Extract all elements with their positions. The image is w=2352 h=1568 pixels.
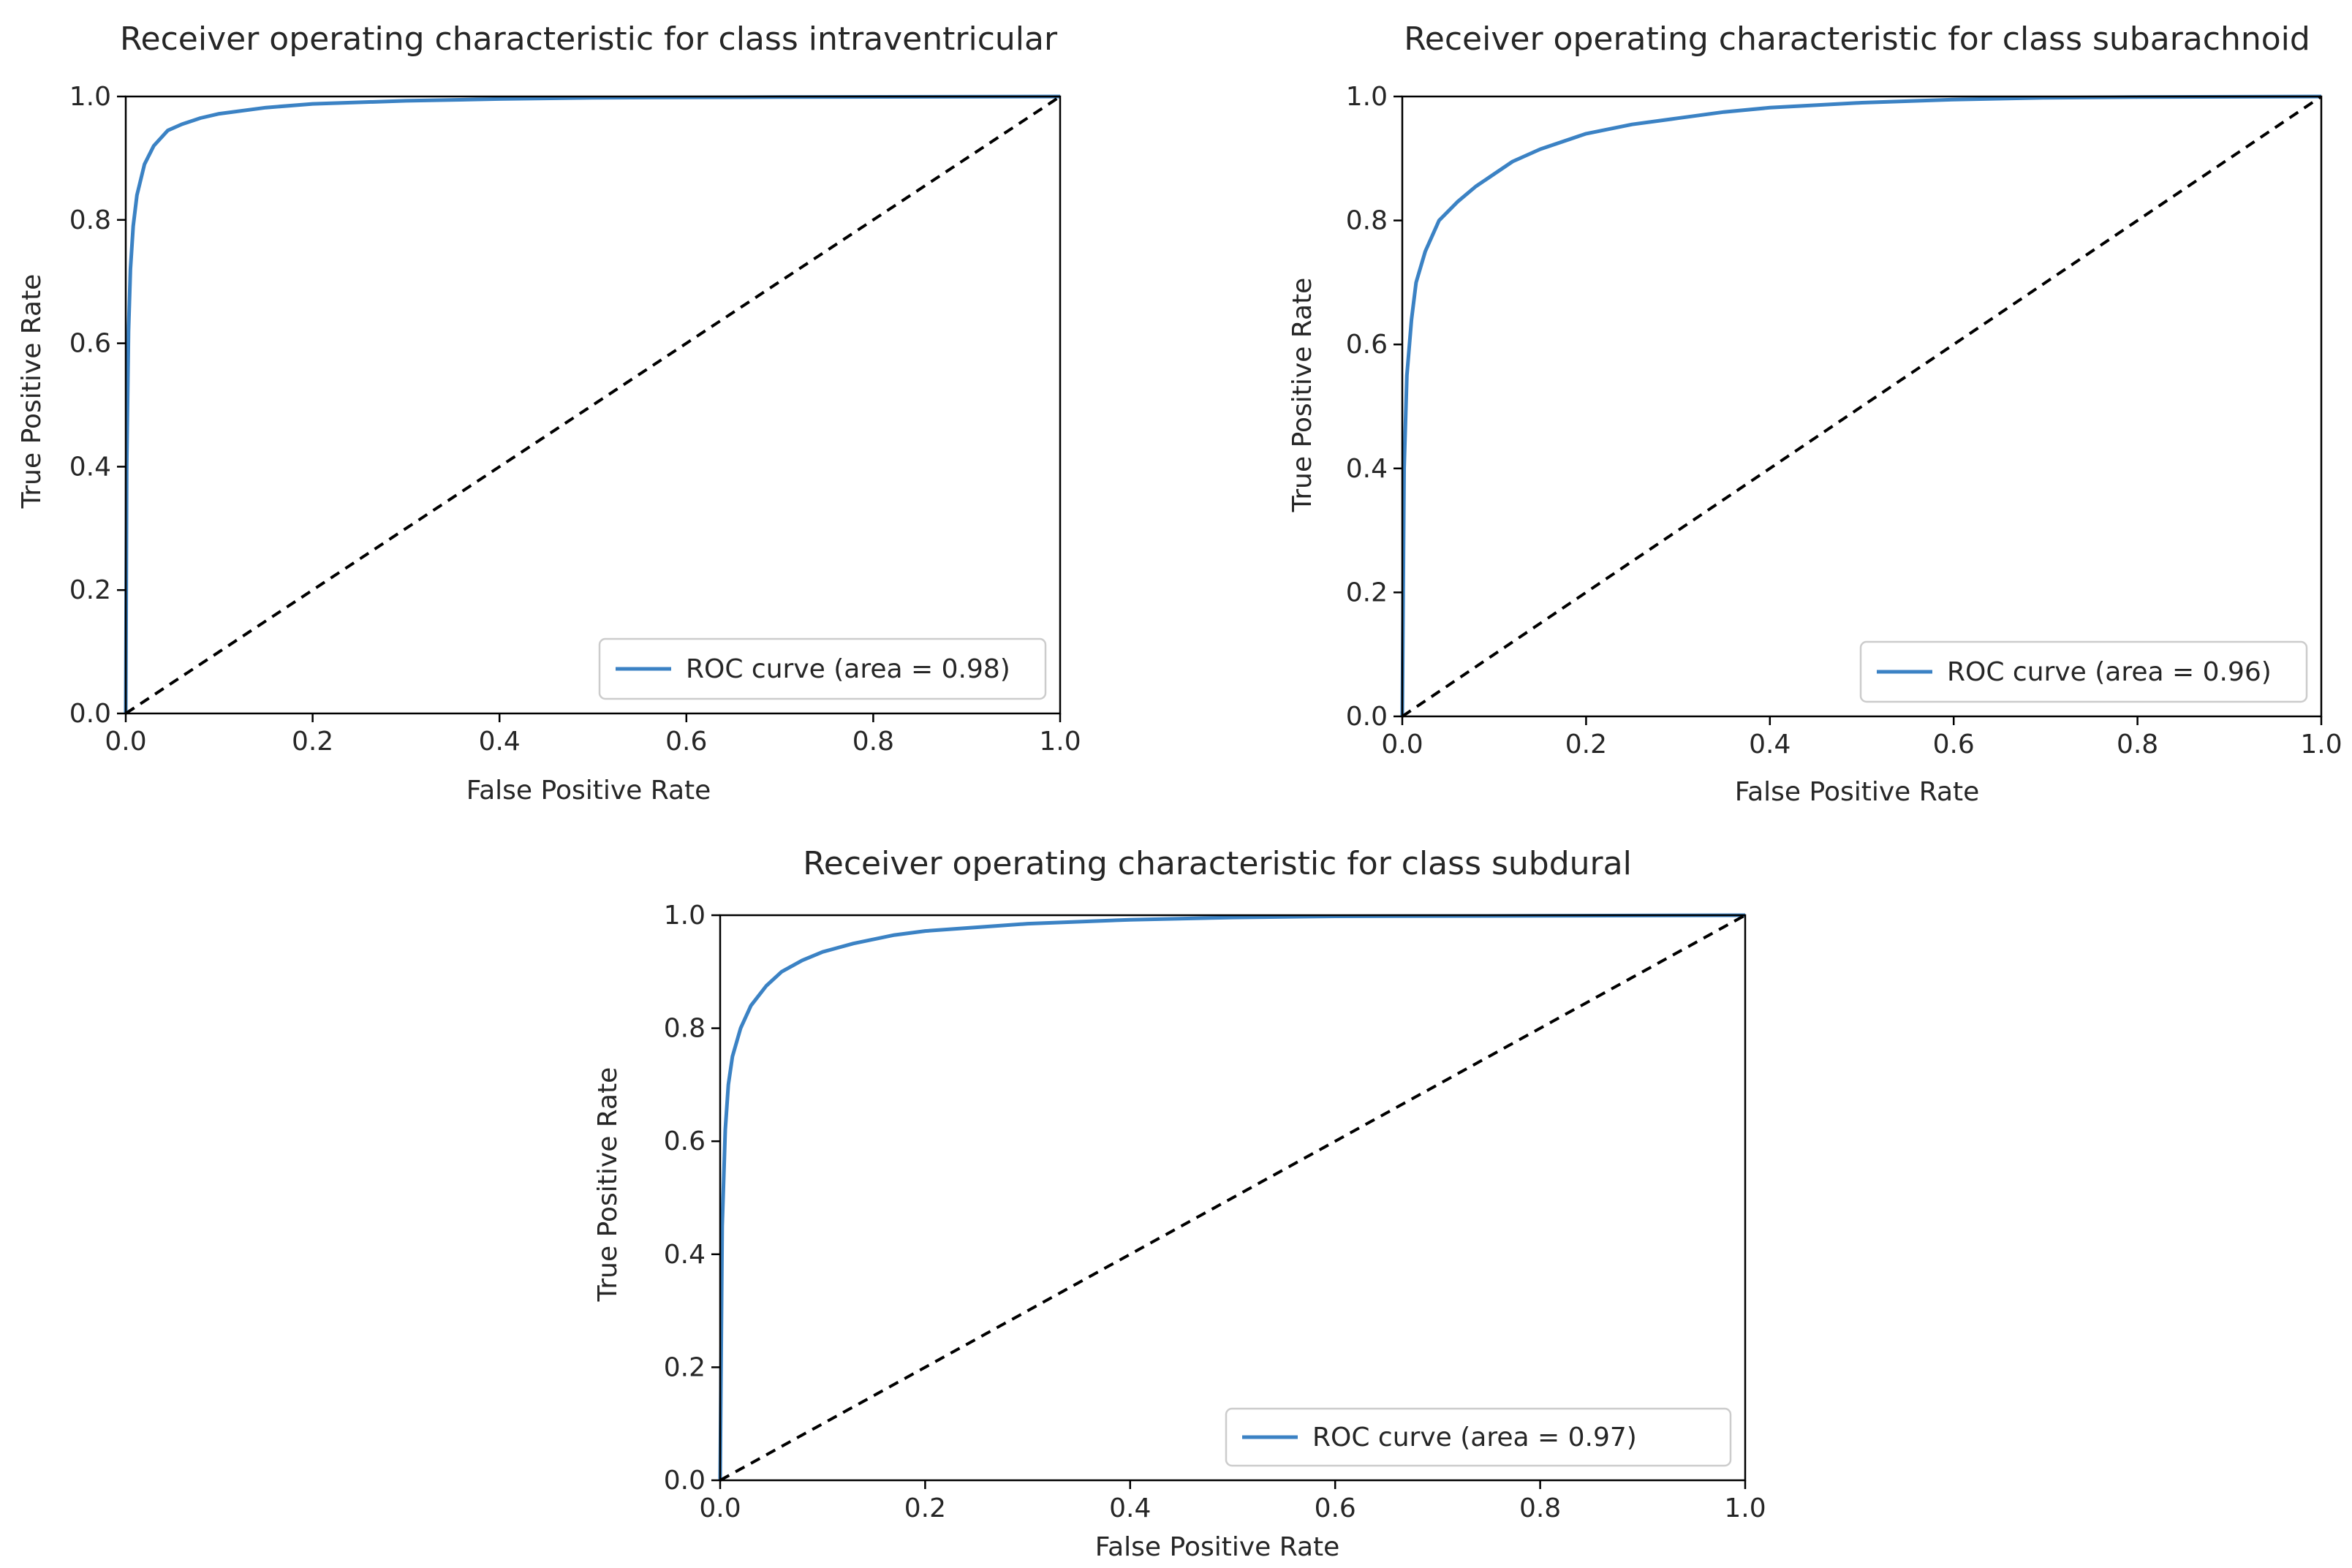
legend: ROC curve (area = 0.98) <box>598 637 1047 700</box>
chance-diagonal-line <box>719 914 1746 1482</box>
chance-diagonal-line <box>1401 95 2323 718</box>
x-tick-label: 0.2 <box>904 1493 946 1523</box>
x-tick-label: 0.4 <box>1109 1493 1151 1523</box>
y-axis-label: True Positive Rate <box>593 1067 623 1303</box>
x-tick-label: 0.8 <box>852 727 894 757</box>
y-tick-label: 1.0 <box>664 901 706 931</box>
plot-frame <box>1401 95 2323 718</box>
x-tick-label: 1.0 <box>1724 1493 1766 1523</box>
legend-box <box>598 637 1047 700</box>
roc-chart-intraventricular: Receiver operating characteristic for cl… <box>17 20 1081 806</box>
y-tick-label: 0.0 <box>1346 702 1388 732</box>
chance-diagonal-line <box>124 95 1062 715</box>
y-tick-label: 0.4 <box>69 452 111 482</box>
chart-title: Receiver operating characteristic for cl… <box>1404 20 2310 58</box>
x-tick-label: 0.0 <box>699 1493 741 1523</box>
x-tick-label: 0.8 <box>1519 1493 1561 1523</box>
y-tick-label: 1.0 <box>1346 82 1388 112</box>
y-tick-label: 0.6 <box>1346 330 1388 360</box>
x-axis-label: False Positive Rate <box>466 776 711 806</box>
y-tick-label: 0.6 <box>664 1126 706 1156</box>
y-tick-label: 0.8 <box>1346 206 1388 236</box>
legend-box <box>1225 1407 1732 1467</box>
x-tick-label: 0.6 <box>1933 730 1975 760</box>
plot-frame <box>719 914 1747 1482</box>
y-tick-label: 0.8 <box>69 205 111 235</box>
legend: ROC curve (area = 0.97) <box>1225 1407 1732 1467</box>
x-tick-label: 0.4 <box>1749 730 1791 760</box>
x-tick-label: 0.0 <box>105 727 146 757</box>
x-tick-label: 0.6 <box>1315 1493 1356 1523</box>
legend-label: ROC curve (area = 0.96) <box>1947 657 2272 687</box>
y-tick-label: 0.2 <box>664 1352 706 1382</box>
roc-chart-subarachnoid: Receiver operating characteristic for cl… <box>1287 20 2342 807</box>
x-tick-label: 1.0 <box>1039 727 1081 757</box>
y-tick-label: 0.0 <box>69 699 111 729</box>
roc-curve-line <box>1400 94 2322 717</box>
chart-title: Receiver operating characteristic for cl… <box>120 20 1058 58</box>
x-tick-label: 1.0 <box>2300 730 2342 760</box>
roc-chart-subdural: Receiver operating characteristic for cl… <box>593 845 1766 1562</box>
x-axis-label: False Positive Rate <box>1095 1532 1340 1562</box>
x-tick-label: 0.6 <box>665 727 707 757</box>
legend-label: ROC curve (area = 0.97) <box>1312 1423 1637 1453</box>
x-tick-label: 0.8 <box>2117 730 2158 760</box>
roc-curve-line <box>124 94 1061 714</box>
y-tick-label: 0.0 <box>664 1466 706 1496</box>
chart-title: Receiver operating characteristic for cl… <box>803 845 1632 882</box>
x-tick-label: 0.2 <box>1565 730 1607 760</box>
y-tick-label: 0.4 <box>1346 454 1388 484</box>
plot-frame <box>124 95 1062 715</box>
x-tick-label: 0.0 <box>1381 730 1423 760</box>
y-axis-label: True Positive Rate <box>1287 278 1317 513</box>
roc-curve-line <box>718 913 1746 1481</box>
y-tick-label: 0.6 <box>69 329 111 359</box>
legend: ROC curve (area = 0.96) <box>1859 640 2308 703</box>
y-tick-label: 0.2 <box>1346 577 1388 607</box>
x-tick-label: 0.4 <box>479 727 521 757</box>
y-tick-label: 1.0 <box>69 82 111 112</box>
legend-box <box>1859 640 2308 703</box>
y-axis-label: True Positive Rate <box>17 274 47 510</box>
y-tick-label: 0.2 <box>69 575 111 605</box>
y-tick-label: 0.4 <box>664 1240 706 1270</box>
y-tick-label: 0.8 <box>664 1014 706 1044</box>
x-tick-label: 0.2 <box>292 727 333 757</box>
legend-label: ROC curve (area = 0.98) <box>686 654 1010 684</box>
x-axis-label: False Positive Rate <box>1735 777 1980 807</box>
